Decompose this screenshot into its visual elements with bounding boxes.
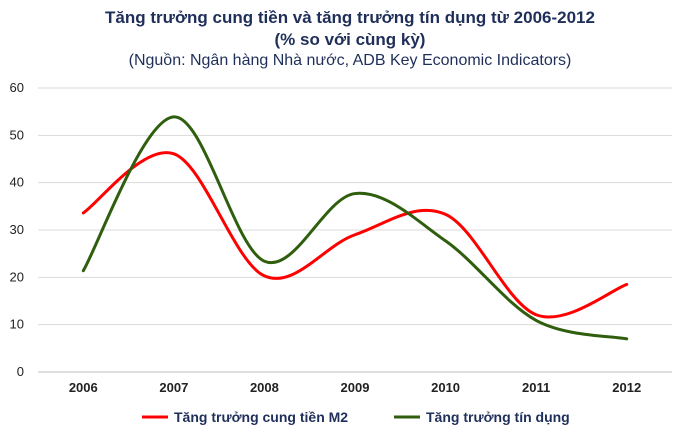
x-tick-label: 2011 <box>522 380 550 395</box>
x-tick-label: 2007 <box>159 380 188 395</box>
y-tick-label: 0 <box>17 364 24 379</box>
series-line-1 <box>81 151 629 319</box>
series-line-2 <box>81 115 629 341</box>
y-tick-label: 50 <box>10 127 24 142</box>
x-tick-label: 2008 <box>250 380 279 395</box>
y-tick-label: 10 <box>10 317 24 332</box>
x-tick-label: 2010 <box>431 380 460 395</box>
y-tick-label: 60 <box>10 80 24 95</box>
x-tick-label: 2006 <box>69 380 98 395</box>
chart-subtitle: (% so với cùng kỳ) <box>274 30 426 49</box>
legend-label: Tăng trưởng tín dụng <box>426 409 570 425</box>
y-tick-label: 30 <box>10 222 24 237</box>
y-tick-label: 40 <box>10 175 24 190</box>
x-tick-label: 2009 <box>341 380 370 395</box>
legend-label: Tăng trưởng cung tiền M2 <box>174 409 348 425</box>
y-tick-label: 20 <box>10 269 24 284</box>
chart-title: Tăng trưởng cung tiền và tăng trưởng tín… <box>105 8 595 27</box>
x-tick-label: 2012 <box>612 380 641 395</box>
chart-source: (Nguồn: Ngân hàng Nhà nước, ADB Key Econ… <box>128 52 572 69</box>
